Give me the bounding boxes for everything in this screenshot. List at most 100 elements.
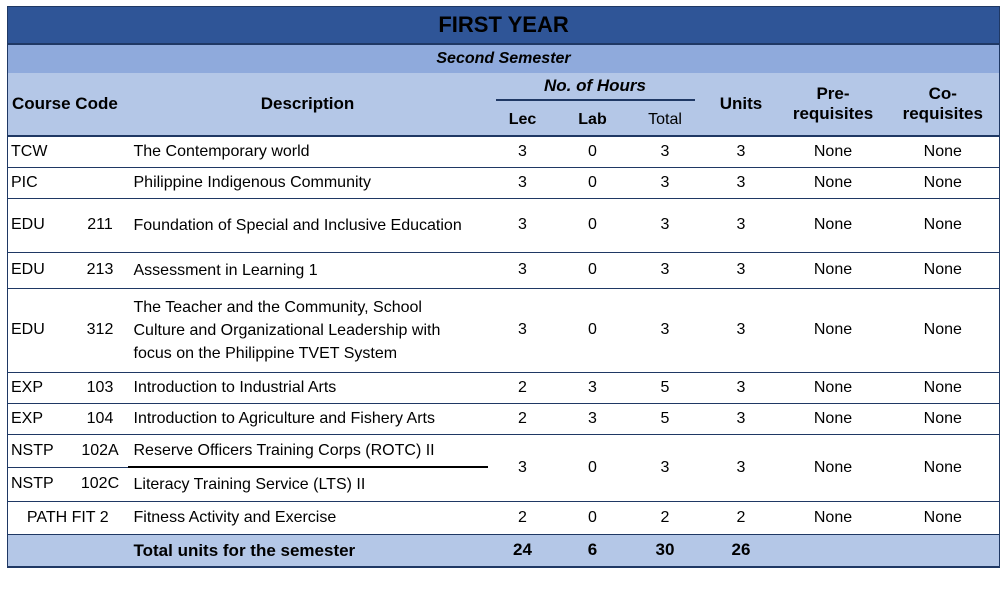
table-row: EXP 104 Introduction to Agriculture and … <box>7 403 1001 435</box>
units: 3 <box>702 288 780 373</box>
prerequisites: None <box>779 501 887 535</box>
table-row-nstp-b: NSTP 102C Literacy Training Service (LTS… <box>7 467 1000 502</box>
course-description: Foundation of Special and Inclusive Educ… <box>127 198 488 253</box>
lab-hours: 0 <box>557 136 628 168</box>
course-code: PATH FIT 2 <box>7 501 128 535</box>
lab-hours: 3 <box>557 403 628 435</box>
table-row: PIC Philippine Indigenous Community 3 0 … <box>7 167 1001 199</box>
course-number: 213 <box>72 252 128 289</box>
prerequisites: None <box>779 403 887 435</box>
units: 3 <box>702 252 780 289</box>
course-number <box>72 136 128 168</box>
course-number <box>72 167 128 199</box>
total-hours: 3 <box>627 167 703 199</box>
course-rows: TCW The Contemporary world 3 0 3 3 None … <box>7 136 1001 535</box>
lec-hours: 3 <box>487 136 558 168</box>
table-row: EDU 312 The Teacher and the Community, S… <box>7 288 1001 373</box>
corequisites: None <box>886 136 1001 168</box>
course-number: 103 <box>72 372 128 404</box>
course-number: 104 <box>72 403 128 435</box>
totals-label: Total units for the semester <box>127 534 488 568</box>
lab-hours: 0 <box>557 252 628 289</box>
corequisites: None <box>886 372 1001 404</box>
prerequisites: None <box>779 288 887 373</box>
prerequisites: None <box>779 198 887 253</box>
lab-hours: 0 <box>557 288 628 373</box>
course-code: EDU <box>7 198 73 253</box>
total-hours: 3 <box>627 252 703 289</box>
lec-hours: 3 <box>487 252 558 289</box>
prerequisites: None <box>779 136 887 168</box>
header-prereq-line2: requisites <box>792 104 874 123</box>
corequisites: None <box>886 434 1001 502</box>
header-no-of-hours-label: No. of Hours <box>495 76 695 101</box>
units: 3 <box>702 136 780 168</box>
corequisites: None <box>886 252 1001 289</box>
total-units: 26 <box>702 534 780 568</box>
prerequisites: None <box>779 252 887 289</box>
lab-hours: 0 <box>557 434 628 502</box>
corequisites: None <box>886 403 1001 435</box>
course-description: The Contemporary world <box>127 136 488 168</box>
units: 3 <box>702 167 780 199</box>
course-code: EDU <box>7 252 73 289</box>
units: 3 <box>702 434 780 502</box>
course-description-line: Culture and Organizational Leadership wi… <box>133 321 441 339</box>
header-lab: Lab <box>557 104 628 135</box>
units: 3 <box>702 372 780 404</box>
header-no-of-hours: No. of Hours <box>487 73 703 104</box>
units: 3 <box>702 403 780 435</box>
lab-hours: 0 <box>557 501 628 535</box>
lab-hours: 0 <box>557 198 628 253</box>
course-code: TCW <box>7 136 73 168</box>
header-description: Description <box>127 73 488 135</box>
course-description: The Teacher and the Community, School Cu… <box>127 288 488 373</box>
corequisites: None <box>886 167 1001 199</box>
course-description: Assessment in Learning 1 <box>127 252 488 289</box>
total-hours: 3 <box>627 434 703 502</box>
total-hours: 5 <box>627 372 703 404</box>
corequisites: None <box>886 198 1001 253</box>
total-hours: 3 <box>627 136 703 168</box>
table-row: EDU 211 Foundation of Special and Inclus… <box>7 198 1001 253</box>
lec-hours: 3 <box>487 434 558 502</box>
table-row: TCW The Contemporary world 3 0 3 3 None … <box>7 136 1001 168</box>
course-description: Fitness Activity and Exercise <box>127 501 488 535</box>
semester-title: Second Semester <box>6 44 1001 73</box>
course-number: 102C <box>72 467 128 502</box>
total-hours: 2 <box>627 501 703 535</box>
table-row-nstp-a: NSTP 102A Reserve Officers Training Corp… <box>7 434 1001 502</box>
course-description: Introduction to Industrial Arts <box>127 372 488 404</box>
course-number: 211 <box>72 198 128 253</box>
lec-hours: 2 <box>487 501 558 535</box>
prerequisites: None <box>779 167 887 199</box>
total-hours: 5 <box>627 403 703 435</box>
course-code: NSTP <box>7 434 73 468</box>
course-code: EXP <box>7 403 73 435</box>
course-number: 312 <box>72 288 128 373</box>
units: 2 <box>702 501 780 535</box>
totals-row: Total units for the semester 24 6 30 26 <box>7 534 1001 568</box>
course-description: Reserve Officers Training Corps (ROTC) I… <box>127 434 488 468</box>
course-code: EDU <box>7 288 73 373</box>
header-coreq-line2: requisites <box>902 104 983 123</box>
course-description: Philippine Indigenous Community <box>127 167 488 199</box>
total-lec: 24 <box>487 534 558 568</box>
course-code: EXP <box>7 372 73 404</box>
curriculum-table-wrapper: FIRST YEAR Second Semester Course Code D… <box>6 6 1001 568</box>
header-prerequisites: Pre- requisites <box>779 73 887 135</box>
lec-hours: 3 <box>487 288 558 373</box>
table-row: EXP 103 Introduction to Industrial Arts … <box>7 372 1001 404</box>
header-prereq-line1: Pre- <box>816 84 850 103</box>
year-title: FIRST YEAR <box>6 6 1001 45</box>
lec-hours: 2 <box>487 372 558 404</box>
course-description-line: The Teacher and the Community, School <box>133 298 422 316</box>
lec-hours: 2 <box>487 403 558 435</box>
header-corequisites: Co- requisites <box>886 73 1001 135</box>
header-lec: Lec <box>487 104 558 135</box>
total-hours: 3 <box>627 198 703 253</box>
lab-hours: 3 <box>557 372 628 404</box>
header-units: Units <box>702 73 780 135</box>
header-coreq-line1: Co- <box>928 84 957 103</box>
curriculum-table: FIRST YEAR Second Semester Course Code D… <box>6 6 1001 568</box>
